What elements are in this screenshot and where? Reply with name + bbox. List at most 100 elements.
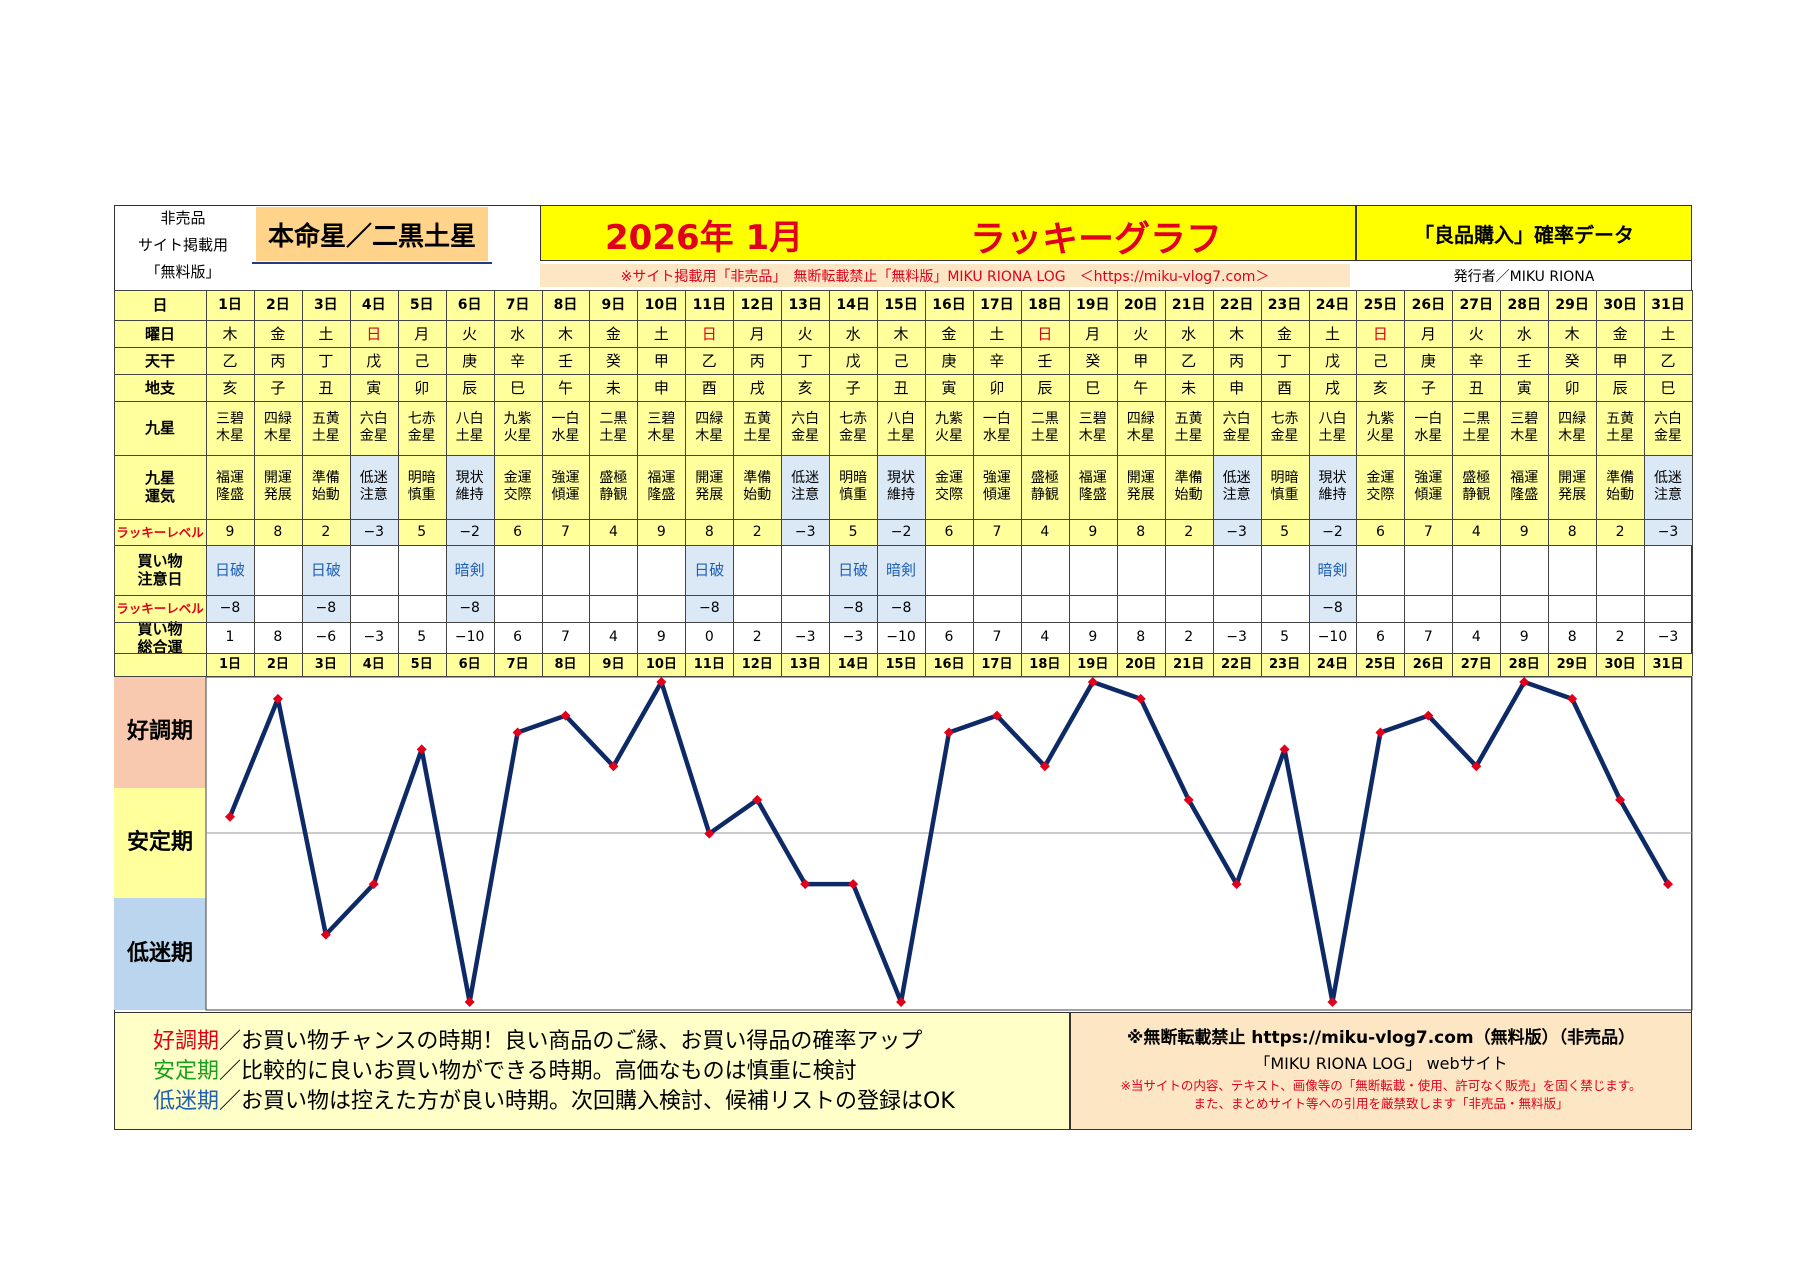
total-cell: −10 — [454, 629, 485, 646]
caution-cell: 日破 — [685, 545, 734, 595]
star-cell: 七赤 金星 — [829, 401, 877, 455]
star-luck-text: 強運 — [1414, 470, 1443, 487]
day-footer-cell: 21日 — [1173, 656, 1205, 672]
branch-cell: 辰 — [1612, 378, 1628, 397]
star-text: 土星 — [1174, 428, 1203, 444]
grid-hline — [114, 545, 1692, 546]
weekday-cell: 日 — [701, 324, 717, 343]
star-luck-cell: 明暗 慎重 — [398, 455, 446, 519]
day-footer-cell: 2日 — [266, 656, 289, 672]
weekday-cell: 火 — [1468, 324, 1484, 343]
legend-good: 好調期／お買い物チャンスの時期！良い商品のご縁、お買い得品の確率アップ — [153, 1027, 1069, 1057]
day-footer-cell: 20日 — [1125, 656, 1157, 672]
legend-low: 低迷期／お買い物は控えた方が良い時期。次回購入検討、候補リストの登録はOK — [153, 1087, 1069, 1117]
row-label-total-line: 総合運 — [137, 637, 183, 656]
star-luck-text: 隆盛 — [1078, 487, 1107, 503]
star-luck-cell: 開運 発展 — [254, 455, 302, 519]
caution-level-cell: −8 — [877, 595, 926, 622]
honmei-underline — [252, 262, 492, 264]
weekday-cell: 金 — [1277, 324, 1293, 343]
stem-cell: 壬 — [1516, 351, 1532, 370]
grid-vline — [1596, 290, 1598, 676]
weekday-cell: 金 — [605, 324, 621, 343]
star-text: 水星 — [1414, 428, 1443, 444]
weekday-cell: 水 — [1181, 324, 1197, 343]
day-cell: 19日 — [1076, 296, 1110, 313]
branch-cell: 巳 — [1660, 378, 1676, 397]
stem-cell: 甲 — [1612, 351, 1628, 370]
grid-vline — [397, 290, 399, 676]
data-point — [1279, 744, 1290, 755]
row-label-lucky_level2: ラッキーレベル — [116, 601, 204, 616]
day-cell: 9日 — [601, 296, 626, 313]
grid-vline — [685, 290, 687, 676]
row-label-star_luck-line: 九星 — [144, 469, 175, 487]
stem-cell: 癸 — [605, 351, 621, 370]
star-luck-cell: 低迷 注意 — [781, 455, 830, 519]
grid-hline — [114, 455, 1692, 456]
star-text: 五黄 — [743, 411, 772, 428]
row-label-total: 買い物 総合運 — [114, 620, 206, 656]
grid-vline — [206, 290, 207, 676]
star-luck-cell: 福運 隆盛 — [1069, 455, 1117, 519]
star-luck-cell: 低迷 注意 — [1212, 455, 1261, 519]
star-text: 三碧 — [1078, 411, 1107, 428]
footer-copyright: ※無断転載禁止 https://miku-vlog7.com（無料版）（非売品）… — [1070, 1012, 1692, 1130]
day-cell: 6日 — [457, 296, 482, 313]
day-footer-cell: 28日 — [1508, 656, 1540, 672]
star-cell: 八白 土星 — [446, 401, 494, 455]
star-cell: 五黄 土星 — [733, 401, 781, 455]
stem-cell: 乙 — [1660, 351, 1676, 370]
grid-vline — [1308, 290, 1310, 676]
data-point — [704, 828, 715, 839]
branch-cell: 寅 — [941, 378, 957, 397]
day-cell: 22日 — [1219, 296, 1254, 313]
data-point — [560, 710, 571, 721]
star-cell: 四緑 木星 — [1117, 401, 1165, 455]
day-footer-cell: 8日 — [554, 656, 577, 672]
star-text: 土星 — [455, 428, 484, 444]
branch-cell: 辰 — [462, 378, 478, 397]
star-text: 木星 — [263, 428, 292, 444]
legend-stable: 安定期／比較的に良いお買い物ができる時期。高価なものは慎重に検討 — [153, 1057, 1069, 1087]
total-cell: 7 — [561, 629, 570, 646]
stem-cell: 甲 — [653, 351, 669, 370]
star-cell: 一白 水星 — [973, 401, 1021, 455]
star-text: 土星 — [1318, 428, 1347, 444]
star-cell: 九紫 火星 — [1356, 401, 1404, 455]
weekday-cell: 木 — [222, 324, 238, 343]
day-footer-cell: 27日 — [1460, 656, 1492, 672]
branch-cell: 卯 — [989, 378, 1005, 397]
day-footer-cell: 26日 — [1412, 656, 1444, 672]
star-text: 金星 — [407, 428, 436, 444]
day-cell: 16日 — [932, 296, 966, 313]
star-luck-cell: 現状 維持 — [445, 455, 494, 519]
total-cell: −10 — [1317, 629, 1348, 646]
data-point — [416, 744, 427, 755]
star-cell: 二黒 土星 — [1452, 401, 1500, 455]
lucky-level-cell: 5 — [417, 523, 427, 540]
star-luck-cell: 低迷 注意 — [349, 455, 398, 519]
stem-cell: 己 — [414, 351, 430, 370]
title-banner — [540, 205, 1356, 261]
weekday-cell: 土 — [989, 324, 1005, 343]
star-luck-text: 慎重 — [839, 487, 868, 503]
stem-cell: 癸 — [1085, 351, 1101, 370]
grid-vline — [1452, 290, 1454, 676]
lucky-level-cell: 8 — [273, 523, 283, 540]
copyright-notice: ※サイト掲載用「非売品」 無断転載禁止「無料版」MIKU RIONA LOG ＜… — [540, 264, 1350, 287]
star-luck-text: 開運 — [695, 470, 724, 487]
grid-vline — [301, 290, 303, 676]
total-cell: 7 — [1423, 629, 1433, 646]
star-luck-text: 明暗 — [839, 470, 868, 487]
day-footer-cell: 1日 — [218, 656, 241, 672]
star-luck-text: 注意 — [1654, 487, 1683, 503]
weekday-cell: 金 — [270, 324, 286, 343]
lucky-level-cell: −3 — [1644, 519, 1692, 545]
grid-vline — [589, 290, 591, 676]
stem-cell: 丙 — [1229, 351, 1245, 370]
lucky-level-cell: 2 — [321, 523, 331, 540]
branch-cell: 申 — [653, 378, 669, 397]
lucky-level-cell: 7 — [561, 523, 570, 540]
total-cell: −3 — [842, 629, 864, 646]
